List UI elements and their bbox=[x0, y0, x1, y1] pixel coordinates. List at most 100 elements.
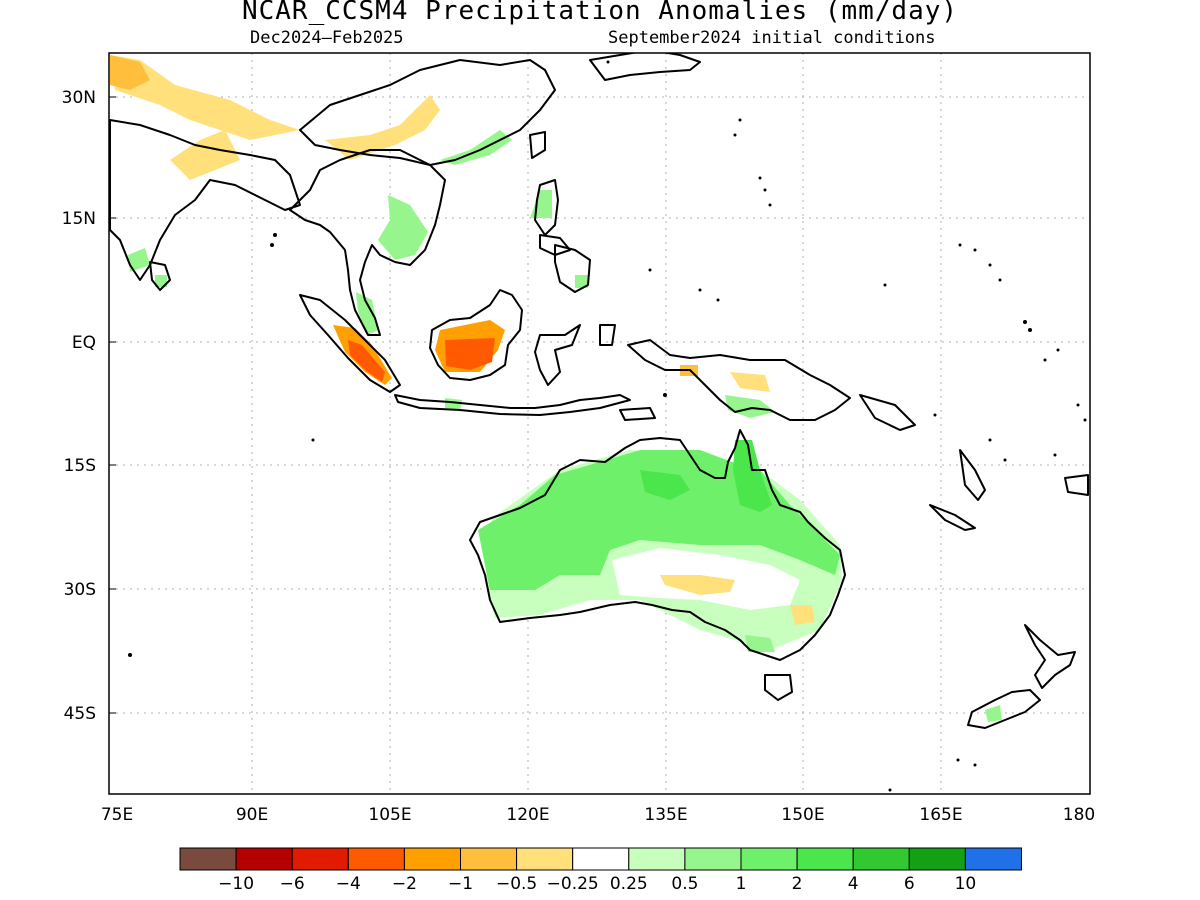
lat-label: EQ bbox=[72, 333, 96, 353]
lon-label: 150E bbox=[781, 805, 824, 825]
coast-vanuatu bbox=[959, 449, 986, 501]
legend-swatch bbox=[908, 847, 966, 871]
small-islands bbox=[128, 60, 1087, 792]
legend-label: −10 bbox=[218, 874, 254, 894]
legend-label: −4 bbox=[336, 874, 361, 894]
coast-indochina bbox=[289, 149, 446, 336]
coast-nz-south bbox=[967, 689, 1041, 729]
anomaly-malaya-green bbox=[356, 292, 378, 335]
legend-swatch bbox=[179, 847, 237, 871]
lat-label: 15N bbox=[62, 209, 96, 229]
latitude-labels: 30N 15N EQ 15S 30S 45S bbox=[62, 88, 116, 724]
anomaly-himalaya-core bbox=[110, 55, 150, 90]
anomaly-borneo-core bbox=[445, 338, 495, 370]
coast-sulawesi bbox=[534, 324, 581, 386]
legend-label: 10 bbox=[955, 874, 977, 894]
anomaly-philippines-green bbox=[530, 190, 552, 218]
lon-label: 90E bbox=[236, 805, 268, 825]
anomaly-srilanka2-green bbox=[155, 275, 167, 287]
coast-halmahera bbox=[599, 324, 616, 346]
anomaly-fields bbox=[110, 55, 1002, 722]
legend-label: −2 bbox=[392, 874, 417, 894]
coast-luzon bbox=[534, 179, 559, 236]
anomaly-central-dry bbox=[660, 575, 735, 595]
legend-swatch bbox=[516, 847, 574, 871]
gridlines bbox=[109, 53, 1090, 794]
forecast-period: Dec2024–Feb2025 bbox=[250, 28, 404, 48]
legend-swatch bbox=[347, 847, 405, 871]
coast-nz-north bbox=[1024, 624, 1076, 689]
lat-label: 30S bbox=[64, 580, 96, 600]
color-legend: −10 −6 −4 −2 −1 −0.5 −0.25 0.25 0.5 1 2 4 6 10 bbox=[179, 847, 1023, 894]
anomaly-png-dry2 bbox=[730, 372, 770, 392]
anomaly-nz-green bbox=[985, 705, 1002, 722]
legend-label: 0.5 bbox=[671, 874, 698, 894]
legend-label: 6 bbox=[904, 874, 915, 894]
legend-swatch bbox=[796, 847, 854, 871]
legend-swatch bbox=[628, 847, 686, 871]
anomaly-java-green bbox=[445, 398, 462, 410]
coast-visayas bbox=[539, 234, 571, 256]
legend-swatch bbox=[740, 847, 798, 871]
coast-new-guinea bbox=[627, 339, 851, 421]
legend-swatch bbox=[852, 847, 910, 871]
anomaly-srilanka-green bbox=[128, 248, 150, 272]
anomaly-mindanao-green bbox=[575, 275, 588, 288]
legend-label: −1 bbox=[448, 874, 473, 894]
anomaly-nsw-dry bbox=[790, 605, 815, 625]
lon-label: 120E bbox=[506, 805, 549, 825]
coast-australia bbox=[469, 429, 846, 661]
lon-label: 105E bbox=[368, 805, 411, 825]
legend-swatch bbox=[964, 847, 1023, 871]
anomaly-china-green bbox=[440, 130, 512, 165]
legend-swatch bbox=[572, 847, 630, 871]
coast-tasmania bbox=[764, 674, 793, 701]
coast-timor bbox=[619, 407, 656, 421]
coast-taiwan bbox=[529, 131, 546, 159]
legend-label: −6 bbox=[280, 874, 305, 894]
anomaly-sumatra-core bbox=[348, 340, 385, 382]
lat-label: 30N bbox=[62, 88, 96, 108]
coastlines bbox=[109, 53, 1089, 729]
lon-label: 165E bbox=[919, 805, 962, 825]
coast-newcal bbox=[929, 504, 976, 531]
longitude-labels: 75E 90E 105E 120E 135E 150E 165E 180 bbox=[101, 805, 1095, 825]
lat-label: 45S bbox=[64, 704, 96, 724]
lat-label: 15S bbox=[64, 456, 96, 476]
coast-sumatra bbox=[299, 294, 401, 393]
anomaly-china-dry bbox=[325, 95, 440, 160]
initial-conditions: September2024 initial conditions bbox=[608, 28, 936, 48]
legend-label: 4 bbox=[848, 874, 859, 894]
coast-japan bbox=[589, 53, 701, 81]
legend-label: −0.25 bbox=[547, 874, 599, 894]
map-frame bbox=[108, 52, 1091, 795]
anomaly-vic-green bbox=[745, 635, 775, 652]
coast-borneo bbox=[429, 289, 523, 381]
anomaly-india-dry bbox=[170, 130, 240, 180]
legend-swatch bbox=[403, 847, 461, 871]
anomaly-png-green bbox=[725, 395, 775, 418]
legend-label: 0.25 bbox=[610, 874, 648, 894]
legend-label: 2 bbox=[792, 874, 803, 894]
anomaly-indochina-green bbox=[378, 195, 428, 260]
coast-china bbox=[299, 59, 556, 166]
map-title: NCAR_CCSM4 Precipitation Anomalies (mm/d… bbox=[241, 0, 959, 26]
map-content bbox=[109, 53, 1089, 792]
coast-java bbox=[394, 394, 631, 416]
legend-swatch bbox=[460, 847, 518, 871]
anomaly-cape-york bbox=[733, 440, 772, 512]
coast-india bbox=[109, 119, 301, 281]
legend-label: 1 bbox=[736, 874, 747, 894]
anomaly-kimberley bbox=[640, 470, 690, 500]
legend-swatch bbox=[235, 847, 293, 871]
coast-solomons bbox=[859, 394, 916, 431]
anomaly-himalaya-dry bbox=[110, 55, 300, 140]
legend-label: −0.5 bbox=[496, 874, 537, 894]
coast-mindanao bbox=[554, 244, 591, 293]
coast-fiji bbox=[1064, 474, 1089, 496]
lon-label: 180 bbox=[1063, 805, 1095, 825]
lon-label: 135E bbox=[644, 805, 687, 825]
legend-swatch bbox=[684, 847, 742, 871]
coast-srilanka bbox=[149, 261, 171, 291]
